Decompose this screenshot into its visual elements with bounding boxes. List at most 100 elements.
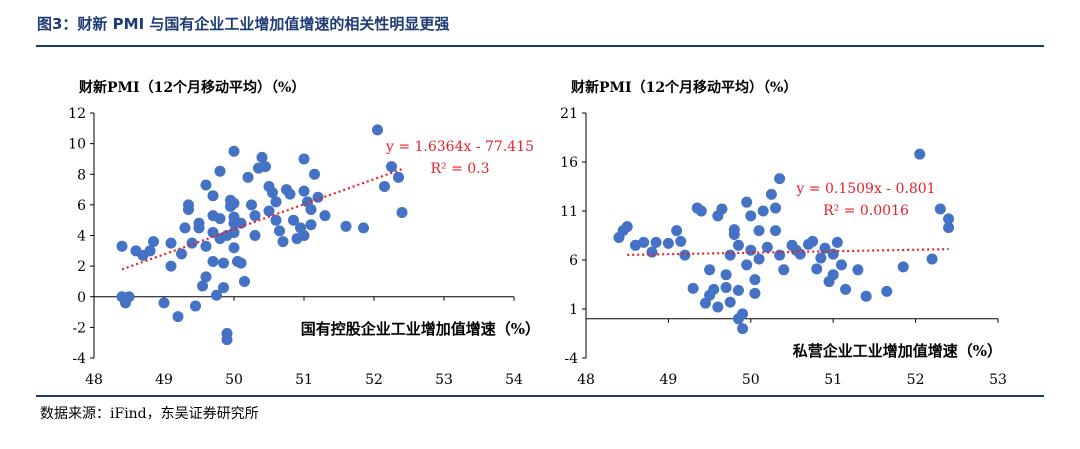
- scatter-point: [267, 187, 278, 199]
- x-tick-label: 52: [365, 372, 383, 388]
- y-tick-label: 8: [77, 167, 86, 183]
- scatter-point: [200, 240, 212, 252]
- scatter-point: [165, 260, 177, 272]
- scatter-point: [732, 284, 744, 296]
- y-tick-label: 4: [77, 229, 86, 245]
- y-axis-label: 财新PMI（12个月移动平均）（%）: [570, 79, 797, 96]
- scatter-point: [778, 264, 790, 276]
- scatter-point: [235, 257, 247, 269]
- scatter-point: [228, 242, 240, 254]
- scatter-point: [288, 214, 299, 226]
- x-tick-label: 51: [295, 372, 313, 388]
- scatter-point: [860, 290, 872, 302]
- x-tick-label: 48: [577, 372, 595, 388]
- scatter-point: [638, 236, 650, 248]
- scatter-point: [298, 230, 310, 241]
- x-tick-label: 48: [85, 372, 103, 388]
- scatter-point: [745, 210, 757, 222]
- scatter-point: [277, 236, 289, 248]
- x-tick-label: 50: [742, 372, 760, 388]
- scatter-point: [720, 269, 732, 281]
- scatter-point: [811, 263, 823, 275]
- scatter-point: [761, 241, 773, 253]
- scatter-point: [207, 256, 219, 268]
- scatter-point: [662, 237, 674, 249]
- scatter-point: [214, 213, 226, 225]
- scatter-point: [190, 300, 201, 312]
- scatter-point: [372, 124, 383, 136]
- scatter-point: [745, 244, 757, 256]
- scatter-point: [228, 197, 240, 209]
- scatter-point: [200, 271, 212, 283]
- y-tick-label: 0: [77, 290, 86, 306]
- scatter-point: [228, 145, 240, 157]
- scatter-point: [207, 190, 219, 202]
- x-axis-label: 私营企业工业增加值增速（%）: [792, 342, 1002, 360]
- scatter-point: [934, 203, 946, 215]
- scatter-point: [926, 253, 938, 265]
- x-tick-label: 54: [505, 372, 523, 388]
- scatter-point: [695, 205, 707, 217]
- scatter-point: [158, 297, 170, 309]
- trend-line: [121, 168, 403, 271]
- scatter-point: [193, 217, 205, 229]
- scatter-point: [881, 285, 893, 297]
- scatter-point: [646, 246, 658, 258]
- y-tick-label: 1: [569, 302, 578, 318]
- scatter-point: [270, 214, 282, 226]
- scatter-point: [263, 205, 275, 217]
- scatter-point: [724, 249, 736, 261]
- source-rule: [36, 395, 1044, 397]
- figure-title: 图3：财新 PMI 与国有企业工业增加值增速的相关性明显更强: [37, 15, 450, 33]
- scatter-point: [741, 196, 753, 208]
- scatter-point: [794, 248, 806, 260]
- scatter-point: [186, 237, 198, 249]
- scatter-point: [179, 222, 191, 234]
- scatter-point: [741, 259, 753, 271]
- scatter-point: [270, 196, 282, 208]
- y-tick-label: 12: [68, 106, 86, 122]
- scatter-point: [176, 248, 187, 260]
- x-tick-label: 53: [989, 372, 1007, 388]
- scatter-point: [724, 296, 736, 308]
- scatter-point: [827, 269, 839, 281]
- y-tick-label: 2: [77, 259, 86, 275]
- scatter-point: [732, 239, 744, 251]
- scatter-point: [749, 274, 761, 286]
- scatter-point: [675, 235, 687, 247]
- scatter-point: [218, 257, 229, 269]
- scatter-point: [774, 173, 786, 185]
- scatter-point: [749, 287, 761, 299]
- scatter-point: [148, 236, 159, 248]
- scatter-point: [835, 259, 847, 271]
- scatter-point: [914, 148, 926, 160]
- scatter-point: [753, 225, 765, 237]
- scatter-point: [123, 291, 135, 303]
- scatter-point: [312, 191, 324, 203]
- scatter-point: [284, 188, 296, 200]
- scatter-point: [249, 230, 261, 241]
- x-tick-label: 50: [225, 372, 243, 388]
- scatter-point: [650, 236, 662, 248]
- scatter-point: [249, 210, 261, 222]
- scatter-point: [386, 161, 397, 173]
- source-note: 数据来源：iFind，东吴证券研究所: [40, 406, 259, 422]
- scatter-point: [687, 282, 699, 294]
- y-tick-label: 21: [560, 106, 578, 122]
- scatter-point: [274, 225, 285, 237]
- scatter-point: [246, 199, 257, 211]
- scatter-point: [943, 222, 955, 234]
- scatter-point: [831, 236, 843, 248]
- scatter-point: [757, 205, 769, 217]
- y-tick-label: -4: [564, 351, 578, 367]
- x-tick-label: 52: [907, 372, 925, 388]
- scatter-point: [737, 323, 749, 335]
- scatter-point: [305, 203, 317, 215]
- scatter-point: [770, 225, 782, 237]
- scatter-point: [396, 207, 408, 219]
- scatter-point: [221, 334, 233, 346]
- scatter-point: [214, 165, 226, 177]
- scatter-point: [340, 220, 352, 232]
- scatter-point: [183, 203, 194, 215]
- scatter-point: [753, 253, 765, 265]
